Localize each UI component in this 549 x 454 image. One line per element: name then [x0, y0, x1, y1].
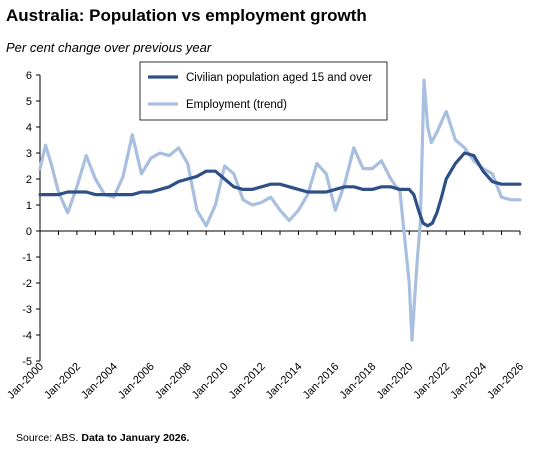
- y-tick-label: 4: [26, 122, 32, 134]
- axes: [36, 74, 521, 362]
- source-note: Source: ABS. Data to January 2026.: [16, 432, 189, 444]
- y-tick-label: -1: [22, 252, 32, 264]
- y-tick-label: 2: [26, 174, 32, 186]
- y-tick-label: -2: [22, 278, 32, 290]
- x-tick-labels: Jan-2000Jan-2002Jan-2004Jan-2006Jan-2008…: [5, 361, 526, 402]
- x-tick-label: Jan-2010: [190, 361, 231, 402]
- x-tick-label: Jan-2008: [153, 361, 194, 402]
- x-tick-label: Jan-2020: [374, 361, 415, 402]
- y-tick-label: 1: [26, 200, 32, 212]
- y-tick-label: 6: [26, 70, 32, 82]
- x-tick-label: Jan-2022: [411, 361, 452, 402]
- x-tick-label: Jan-2026: [485, 361, 526, 402]
- x-tick-label: Jan-2018: [338, 361, 379, 402]
- series-line-employment: [38, 78, 522, 342]
- legend-label-population: Civilian population aged 15 and over: [186, 72, 372, 84]
- x-tick-label: Jan-2002: [42, 361, 83, 402]
- legend-box: [139, 61, 388, 121]
- series-lines: [38, 78, 522, 342]
- y-tick-label: 5: [26, 96, 32, 108]
- y-tick-labels: 6 5 4 3 2 1 0 -1 -2 -3 -4 -5: [22, 70, 32, 368]
- source-prefix: Source: ABS.: [16, 432, 79, 444]
- y-tick-label: -5: [22, 356, 32, 368]
- y-tick-label: 3: [26, 148, 32, 160]
- y-tick-label: -4: [22, 330, 32, 342]
- x-tick-label: Jan-2014: [264, 361, 305, 402]
- x-tick-label: Jan-2006: [116, 361, 157, 402]
- y-tick-label: 0: [26, 226, 32, 238]
- legend-label-employment: Employment (trend): [186, 99, 287, 111]
- x-tick-label: Jan-2024: [448, 361, 489, 402]
- source-data-note: Data to January 2026.: [81, 432, 190, 444]
- x-tick-label: Jan-2016: [301, 361, 342, 402]
- series-line-population: [38, 151, 522, 228]
- chart-title: Australia: Population vs employment grow…: [6, 6, 367, 25]
- legend: Civilian population aged 15 and over Empl…: [139, 61, 388, 121]
- y-tick-label: -3: [22, 304, 32, 316]
- chart-subtitle: Per cent change over previous year: [6, 40, 212, 55]
- x-tick-label: Jan-2004: [79, 361, 120, 402]
- x-tick-label: Jan-2012: [227, 361, 268, 402]
